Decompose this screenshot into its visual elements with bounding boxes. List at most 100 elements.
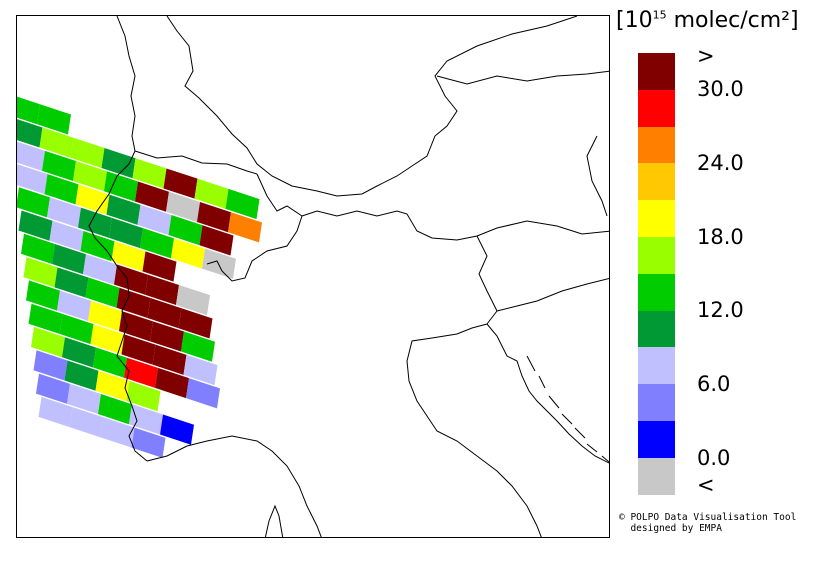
satellite-pixel <box>73 161 107 192</box>
border-france-germany <box>116 16 136 152</box>
satellite-pixel <box>67 383 101 415</box>
satellite-pixel <box>202 248 236 279</box>
country-borders <box>88 16 609 537</box>
satellite-pixel <box>155 367 189 399</box>
satellite-pixel <box>163 168 198 199</box>
satellite-pixel <box>142 251 177 282</box>
satellite-pixel <box>166 191 200 222</box>
satellite-pixel <box>137 204 172 236</box>
satellite-pixel <box>132 158 167 189</box>
satellite-pixel <box>109 217 143 249</box>
colorbar-swatch <box>638 347 675 385</box>
border-austria-hungary <box>586 135 608 217</box>
tick-label: < <box>697 473 715 497</box>
tick-label: 18.0 <box>697 225 744 249</box>
satellite-pixel <box>54 267 89 298</box>
satellite-pixel <box>93 347 127 378</box>
satellite-pixel <box>90 324 125 355</box>
satellite-pixel <box>160 414 194 445</box>
satellite-pixel <box>47 197 81 228</box>
satellite-pixel <box>178 308 213 339</box>
satellite-pixel <box>28 303 63 334</box>
colorbar <box>638 53 675 495</box>
border-czech-austria <box>436 70 609 85</box>
satellite-pixel <box>38 396 73 428</box>
satellite-pixel <box>183 354 218 386</box>
satellite-pixel <box>119 311 153 342</box>
satellite-pixel <box>21 233 55 265</box>
satellite-pixel <box>225 188 260 220</box>
credits: © POLPO Data Visualisation Tool designed… <box>619 512 796 534</box>
satellite-pixel <box>62 337 96 368</box>
tick-label: 6.0 <box>697 372 731 396</box>
colorbar-swatch <box>638 53 675 90</box>
satellite-pixel <box>194 178 229 209</box>
credits-line-1: © POLPO Data Visualisation Tool <box>619 512 797 523</box>
satellite-pixel <box>126 380 161 412</box>
credits-line-2: designed by EMPA <box>619 523 722 534</box>
satellite-pixel <box>42 150 76 182</box>
map-canvas <box>17 16 609 537</box>
satellite-pixel <box>17 187 50 218</box>
satellite-pixel <box>69 407 104 438</box>
satellite-pixel <box>52 244 86 275</box>
satellite-pixel <box>64 360 99 391</box>
satellite-pixel <box>39 127 74 158</box>
satellite-pixel <box>17 141 45 171</box>
satellite-pixel <box>152 344 187 375</box>
satellite-pixel <box>199 225 234 256</box>
colorbar-swatch <box>638 236 675 274</box>
border-italy-slovenia <box>476 235 498 325</box>
satellite-pixel <box>57 290 91 321</box>
satellite-pixel <box>18 210 53 241</box>
border-germany-austria <box>166 16 578 197</box>
satellite-pixel <box>85 277 120 308</box>
coastline-istria-croatia <box>486 323 609 464</box>
satellite-pixel <box>145 274 179 305</box>
satellite-pixel <box>135 181 169 212</box>
colorbar-swatch <box>638 200 675 237</box>
unit-suffix: molec/cm²] <box>666 8 799 33</box>
satellite-pixel <box>150 321 184 352</box>
satellite-pixel <box>147 298 182 329</box>
satellite-pixel <box>116 287 151 319</box>
satellite-pixel <box>106 194 141 225</box>
border-switzerland-italy <box>206 215 303 282</box>
satellite-pixel <box>100 417 135 448</box>
border-germany-switzerland <box>134 150 258 175</box>
satellite-pixel <box>140 228 174 259</box>
satellite-pixel <box>197 201 231 233</box>
satellite-pixel <box>17 119 43 148</box>
satellite-pixel <box>17 96 40 125</box>
satellite-pixel <box>129 404 163 435</box>
satellite-pixel <box>228 212 262 243</box>
colorbar-swatch <box>638 310 675 348</box>
satellite-pixel <box>124 357 158 388</box>
border-slovenia-croatia <box>496 277 609 312</box>
satellite-pixel <box>131 427 166 458</box>
border-switzerland-austria <box>256 173 303 217</box>
satellite-pixel <box>176 284 210 316</box>
tick-label: 30.0 <box>697 77 744 101</box>
border-france-switzerland <box>88 150 136 252</box>
colorbar-swatch <box>638 126 675 164</box>
unit-exponent: 15 <box>652 8 667 22</box>
colorbar-swatch <box>638 384 675 421</box>
satellite-pixel <box>98 394 132 425</box>
satellite-pixel <box>78 207 112 238</box>
colorbar-swatch <box>638 89 675 127</box>
satellite-pixel <box>59 313 94 345</box>
corsica-coast <box>264 504 284 537</box>
colorbar-swatch <box>638 457 675 495</box>
satellite-pixel <box>26 280 60 311</box>
satellite-pixel <box>171 238 205 269</box>
satellite-pixel <box>23 257 58 288</box>
satellite-pixel <box>168 215 203 246</box>
satellite-pixel <box>121 334 156 365</box>
satellite-pixel <box>101 147 136 179</box>
satellite-pixel <box>37 104 71 135</box>
satellite-pixel <box>95 370 130 401</box>
satellite-pixel <box>186 378 220 409</box>
satellite-pixel <box>33 350 68 381</box>
tick-label: > <box>697 44 715 68</box>
